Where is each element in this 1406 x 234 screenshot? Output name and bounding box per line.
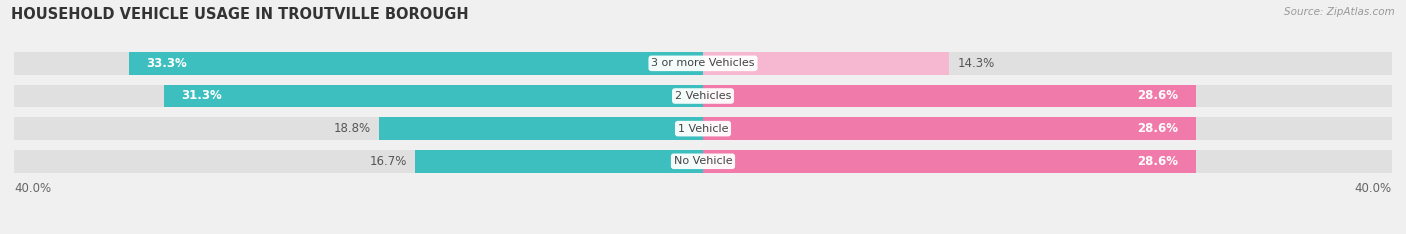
Bar [703, 150, 1195, 173]
Bar [703, 150, 1392, 173]
Text: 40.0%: 40.0% [14, 182, 51, 194]
Bar [703, 84, 1195, 107]
Bar [14, 117, 703, 140]
Text: 2 Vehicles: 2 Vehicles [675, 91, 731, 101]
Text: 31.3%: 31.3% [181, 89, 222, 102]
Text: 40.0%: 40.0% [1355, 182, 1392, 194]
Text: HOUSEHOLD VEHICLE USAGE IN TROUTVILLE BOROUGH: HOUSEHOLD VEHICLE USAGE IN TROUTVILLE BO… [11, 7, 468, 22]
Text: 28.6%: 28.6% [1137, 122, 1178, 135]
Bar [14, 52, 703, 75]
Bar [703, 52, 1392, 75]
Bar [380, 117, 703, 140]
Bar [14, 84, 703, 107]
Text: Source: ZipAtlas.com: Source: ZipAtlas.com [1284, 7, 1395, 17]
Text: 3 or more Vehicles: 3 or more Vehicles [651, 58, 755, 68]
Text: 16.7%: 16.7% [370, 155, 406, 168]
Text: No Vehicle: No Vehicle [673, 156, 733, 166]
Bar [703, 84, 1392, 107]
Text: 28.6%: 28.6% [1137, 155, 1178, 168]
Bar [129, 52, 703, 75]
Bar [415, 150, 703, 173]
Bar [14, 150, 703, 173]
Text: 14.3%: 14.3% [957, 57, 995, 70]
Bar [703, 117, 1195, 140]
Text: 18.8%: 18.8% [333, 122, 371, 135]
Text: 1 Vehicle: 1 Vehicle [678, 124, 728, 134]
Bar [703, 52, 949, 75]
Text: 28.6%: 28.6% [1137, 89, 1178, 102]
Legend: Owner-occupied, Renter-occupied: Owner-occupied, Renter-occupied [572, 231, 834, 234]
Bar [165, 84, 703, 107]
Text: 33.3%: 33.3% [146, 57, 187, 70]
Bar [703, 117, 1392, 140]
